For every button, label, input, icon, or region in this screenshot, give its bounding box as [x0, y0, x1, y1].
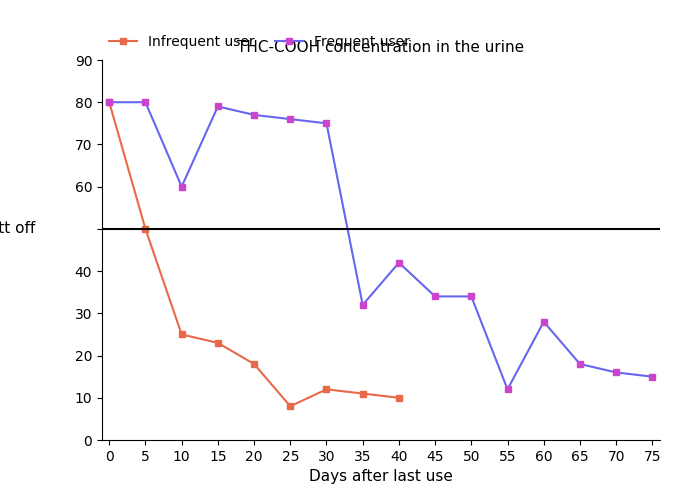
Frequent user — [540, 319, 548, 325]
Infrequent user — [286, 403, 294, 409]
Frequent user — [467, 294, 475, 300]
Frequent user — [358, 302, 367, 308]
Infrequent user — [177, 332, 186, 338]
Frequent user — [503, 386, 511, 392]
Frequent user — [576, 361, 584, 367]
Text: Cutt off: Cutt off — [0, 222, 35, 236]
Infrequent user — [141, 226, 150, 232]
Infrequent user — [214, 340, 222, 346]
Line: Infrequent user: Infrequent user — [106, 99, 403, 410]
Frequent user — [141, 99, 150, 105]
Frequent user — [105, 99, 114, 105]
Frequent user — [286, 116, 294, 122]
Frequent user — [250, 112, 258, 118]
Frequent user — [214, 104, 222, 110]
Legend: Infrequent user, Frequent user: Infrequent user, Frequent user — [109, 36, 410, 50]
Frequent user — [612, 370, 620, 376]
X-axis label: Days after last use: Days after last use — [309, 470, 453, 484]
Title: THC-COOH concentration in the urine: THC-COOH concentration in the urine — [237, 40, 524, 54]
Infrequent user — [250, 361, 258, 367]
Frequent user — [431, 294, 439, 300]
Infrequent user — [395, 395, 403, 401]
Frequent user — [395, 260, 403, 266]
Infrequent user — [358, 390, 367, 396]
Frequent user — [322, 120, 330, 126]
Line: Frequent user: Frequent user — [106, 99, 656, 393]
Frequent user — [648, 374, 656, 380]
Infrequent user — [322, 386, 330, 392]
Frequent user — [177, 184, 186, 190]
Infrequent user — [105, 99, 114, 105]
